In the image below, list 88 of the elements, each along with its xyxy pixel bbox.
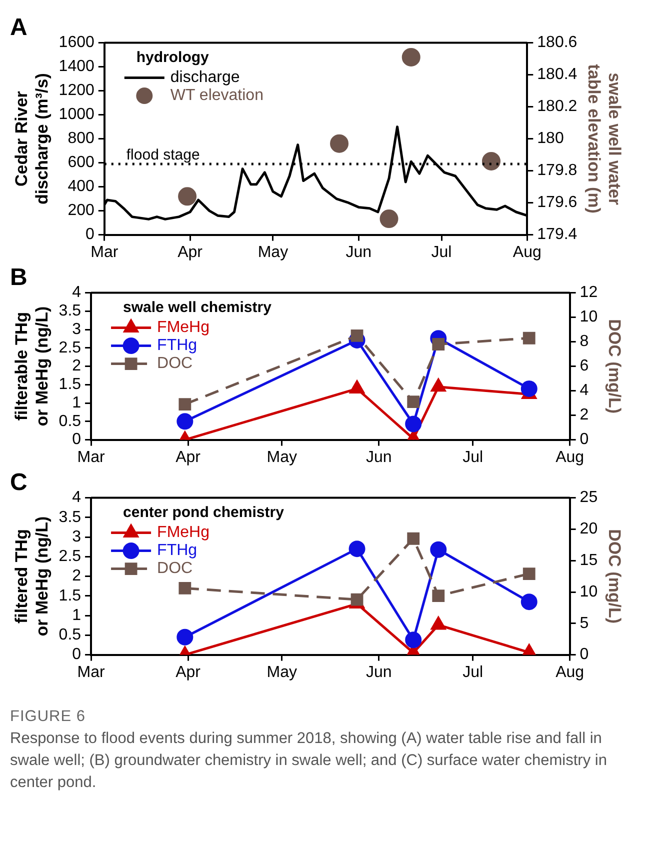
y-tick-label: 0.5	[58, 626, 82, 644]
x-tick-label: Aug	[512, 244, 542, 261]
y-tick-label: 3	[72, 320, 82, 338]
y-tick-label: 1400	[58, 58, 94, 76]
x-tick-label: Mar	[77, 448, 106, 466]
y-tick-label: 4	[72, 284, 82, 302]
x-tick-label: Apr	[176, 664, 202, 681]
y-tick-label: 400	[68, 178, 94, 196]
x-tick-label: Jul	[462, 664, 484, 681]
y2-tick-label: 180	[537, 130, 564, 148]
y2-tick-label: 5	[580, 614, 589, 632]
y2-axis-title: DOC (mg/L)	[605, 319, 624, 414]
y-tick-label: 2.5	[58, 339, 82, 356]
y2-tick-label: 25	[580, 489, 598, 506]
legend-label: WT elevation	[170, 87, 264, 104]
y2-tick-label: 179.6	[537, 194, 578, 212]
y-tick-label: 600	[68, 154, 94, 172]
y-tick-label: 4	[72, 489, 82, 506]
y-tick-label: 1000	[58, 106, 94, 124]
y2-tick-label: 180.4	[537, 66, 578, 84]
y2-tick-label: 10	[580, 308, 598, 326]
y2-tick-label: 12	[580, 284, 598, 302]
y-tick-label: 2.5	[58, 548, 82, 566]
legend-label: FMeHg	[157, 319, 210, 336]
y-tick-label: 1	[72, 394, 82, 412]
y-tick-label: 2	[72, 358, 82, 375]
y2-tick-label: 8	[580, 333, 589, 350]
y2-tick-label: 180.2	[537, 98, 578, 116]
x-tick-label: Apr	[176, 448, 202, 466]
y-tick-label: 0	[85, 226, 94, 244]
x-tick-label: Jul	[462, 448, 484, 466]
legend-title: swale well chemistry	[123, 298, 272, 316]
legend-label: discharge	[170, 69, 240, 86]
y-tick-label: 1.5	[58, 376, 82, 394]
y-tick-label: 0	[72, 646, 82, 664]
y-tick-label: 3	[72, 528, 82, 546]
y2-tick-label: 179.4	[537, 226, 578, 244]
chart-title: A	[10, 14, 28, 42]
y2-tick-label: 179.8	[537, 162, 578, 180]
y-tick-label: 3.5	[58, 508, 82, 526]
legend-label: DOC	[157, 355, 193, 372]
y-tick-label: 2	[72, 568, 82, 585]
x-tick-label: May	[266, 448, 298, 466]
y-tick-label: 3.5	[58, 302, 82, 320]
y2-axis-title: DOC (mg/L)	[605, 529, 624, 624]
x-tick-label: Jul	[431, 244, 452, 261]
x-tick-label: Aug	[556, 448, 584, 466]
legend-label: FTHg	[157, 542, 198, 560]
y2-tick-label: 0	[580, 646, 589, 664]
x-tick-label: Jun	[366, 448, 392, 466]
x-tick-label: Jun	[346, 244, 372, 261]
y-axis-title: Cedar River discharge (m³/s)	[12, 73, 52, 204]
x-tick-label: May	[266, 664, 298, 681]
y-tick-label: 0	[72, 431, 82, 448]
y2-tick-label: 180.6	[537, 34, 578, 52]
y-axis-title: filtered THg or MeHg (ng/L)	[12, 516, 52, 636]
x-tick-label: Apr	[178, 244, 204, 261]
y2-tick-label: 20	[580, 520, 598, 538]
y-tick-label: 800	[68, 130, 94, 148]
y2-tick-label: 15	[580, 552, 598, 570]
y-tick-label: 1	[72, 606, 82, 624]
y-tick-label: 1600	[58, 34, 94, 52]
x-tick-label: May	[258, 244, 288, 261]
x-tick-label: Mar	[77, 664, 106, 681]
legend-label: FMeHg	[157, 524, 210, 542]
y2-tick-label: 4	[580, 382, 589, 400]
y-tick-label: 0.5	[58, 412, 82, 430]
legend-label: FTHg	[157, 337, 198, 354]
x-tick-label: Mar	[90, 244, 119, 261]
legend-label: DOC	[157, 560, 193, 578]
legend-title: center pond chemistry	[123, 504, 285, 521]
y-tick-label: 1.5	[58, 587, 82, 604]
text: Response to flood events during summer 2018, showing (A) water table rise and fall in swale well; (B) groundwater chemistry in swale well; and (C) surface water chemistry in center pond.	[10, 729, 608, 793]
y-tick-label: 200	[68, 202, 94, 220]
y2-tick-label: 10	[580, 583, 598, 600]
chart-title: B	[10, 264, 28, 292]
y2-tick-label: 6	[580, 358, 589, 375]
y2-tick-label: 0	[580, 431, 589, 448]
y2-axis-title: swale well water table elevation (m)	[584, 64, 624, 214]
chart-title: C	[10, 469, 28, 496]
ref-line-label: flood stage	[126, 146, 200, 164]
x-tick-label: Jun	[366, 664, 392, 681]
x-tick-label: Aug	[556, 664, 584, 681]
y2-tick-label: 2	[580, 406, 589, 424]
caption: FIGURE 6	[10, 707, 86, 727]
y-axis-title: filterable THg or MeHg (ng/L)	[12, 306, 52, 426]
y-tick-label: 1200	[58, 82, 94, 100]
legend-title: hydrology	[136, 48, 210, 66]
